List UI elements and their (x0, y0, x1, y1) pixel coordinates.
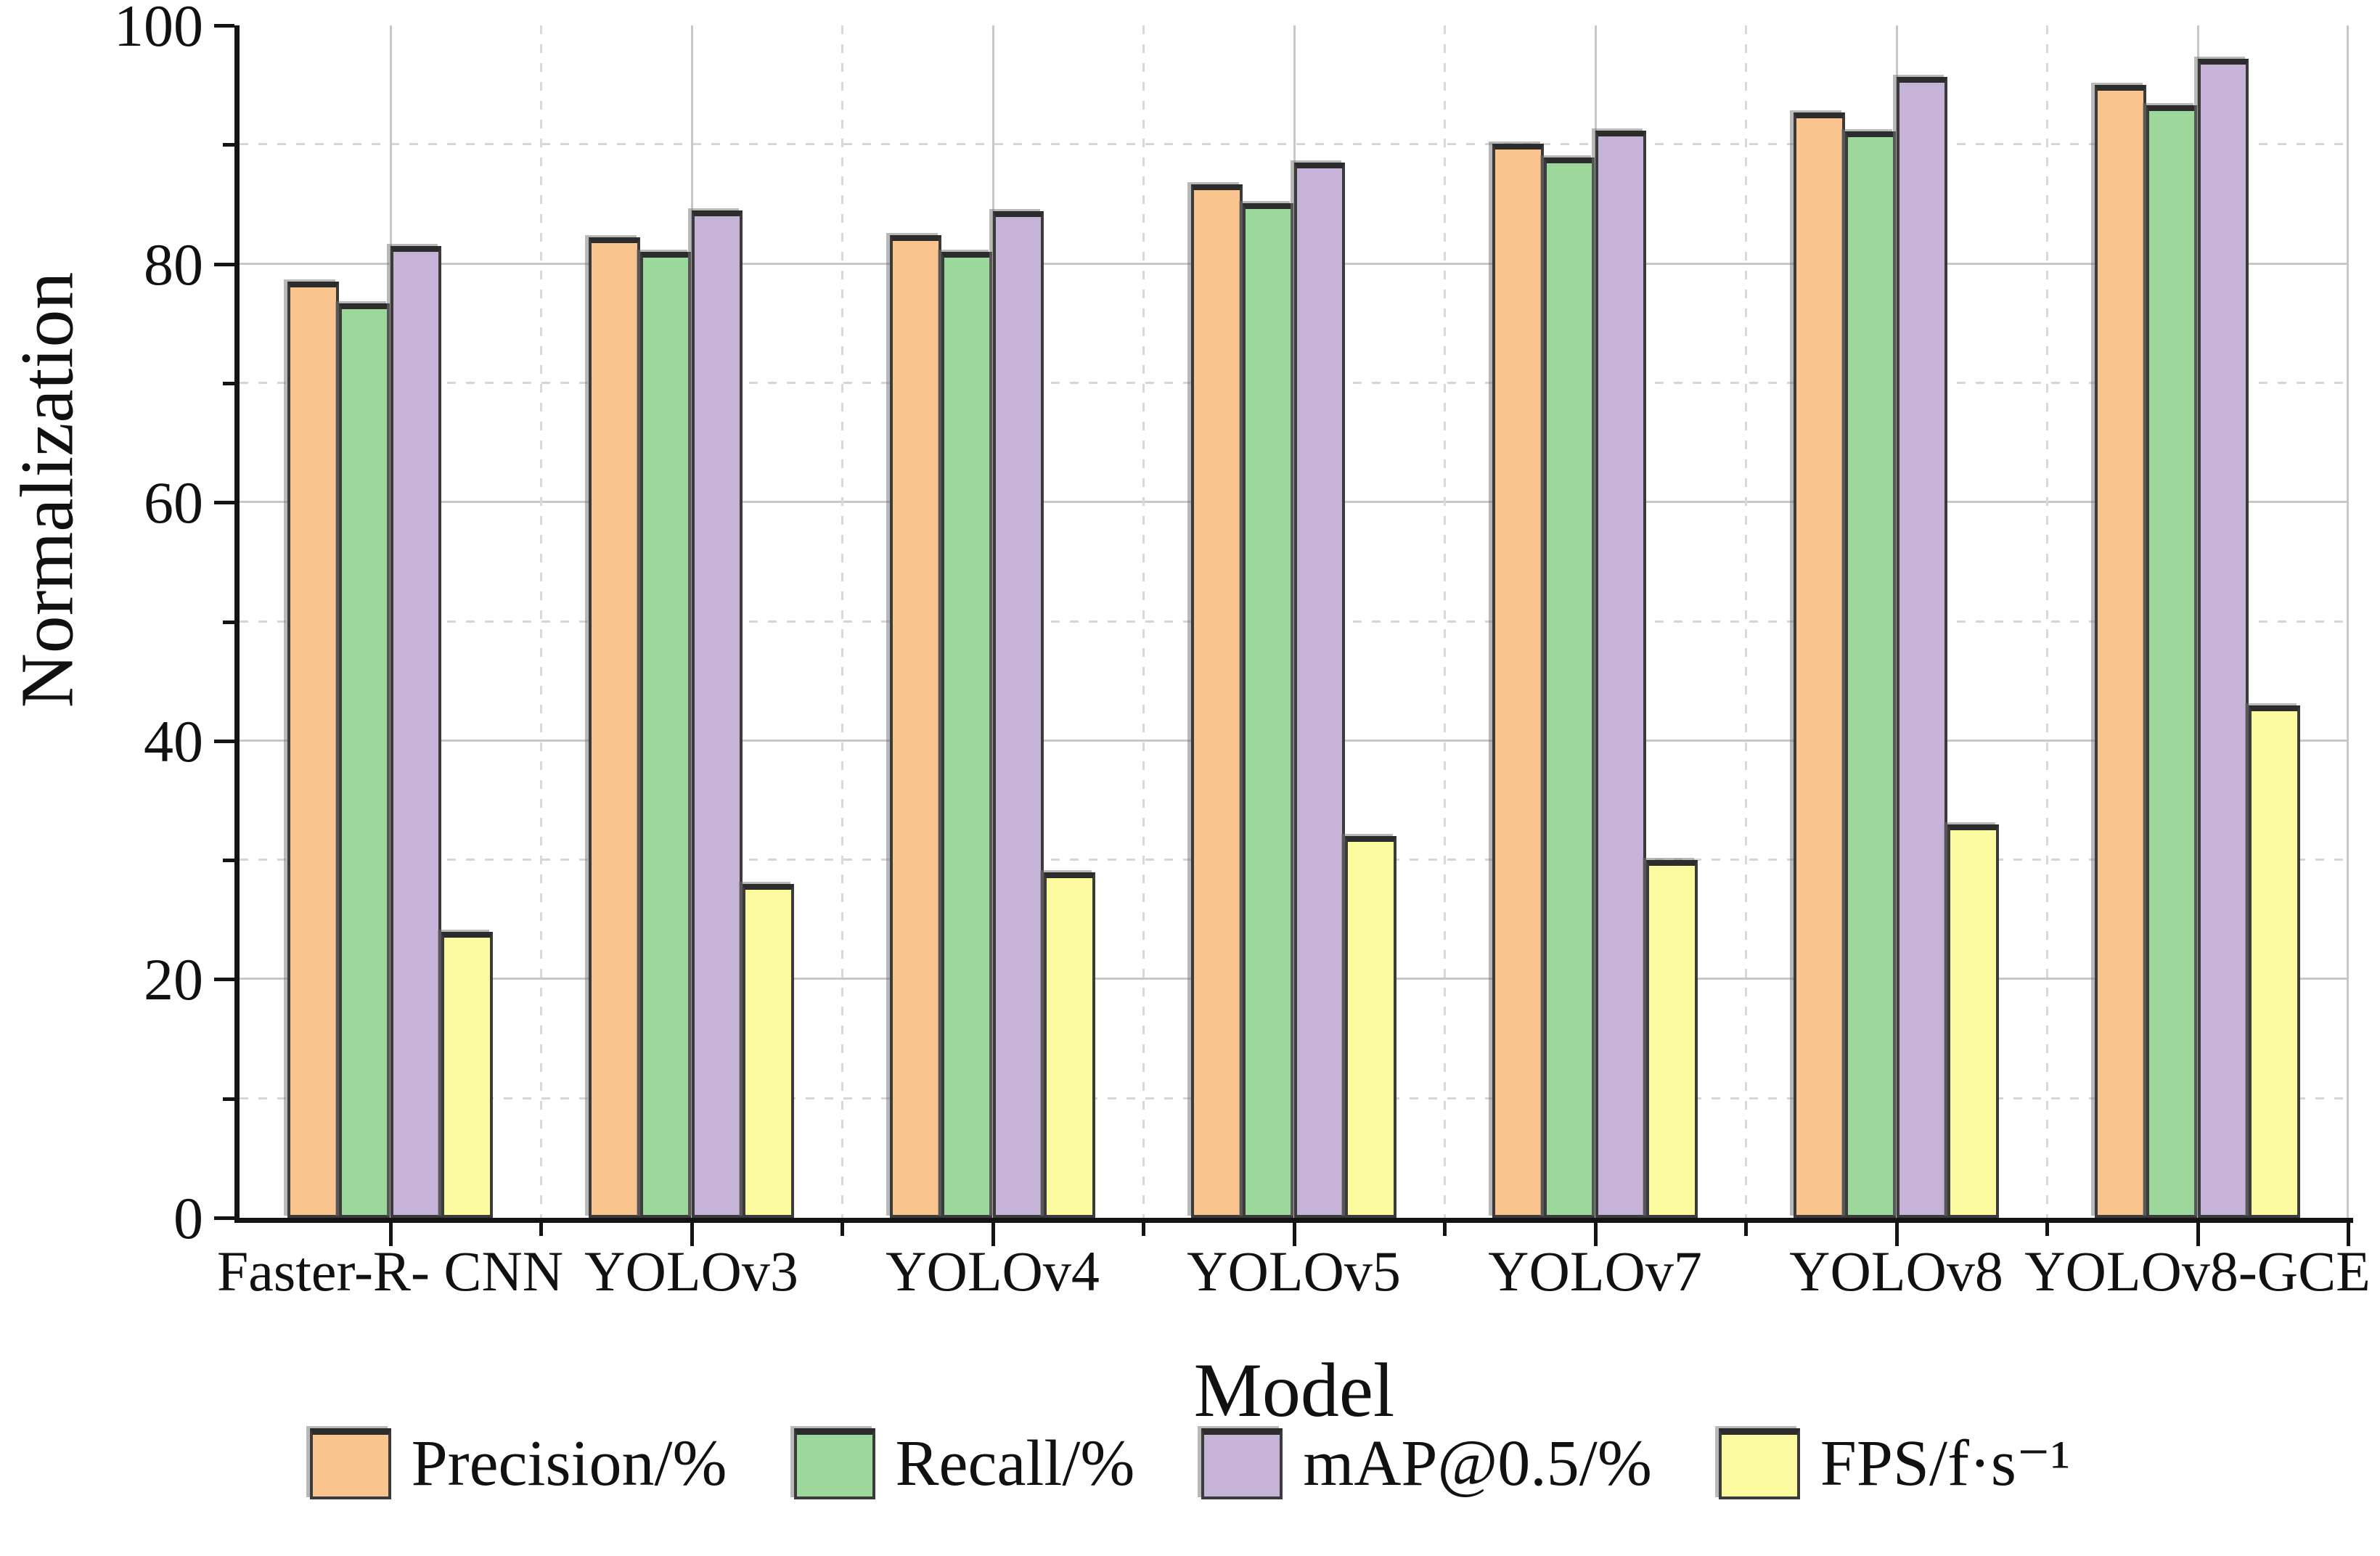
bar-map-0-5-faster-r-cnn (390, 245, 442, 1218)
y-axis-minor-tick (223, 381, 234, 385)
x-axis-major-tick (388, 1223, 393, 1246)
x-axis-major-tick (1292, 1223, 1296, 1246)
bar-precision-yolov8 (1794, 112, 1845, 1218)
y-tick-label: 100 (114, 0, 203, 59)
legend: Precision/% Recall/% mAP@0.5/% FPS/f·s⁻¹ (0, 1428, 2380, 1499)
x-axis-major-tick (1593, 1223, 1598, 1246)
x-axis-major-tick (2196, 1223, 2200, 1246)
bar-precision-yolov8-gce (2095, 85, 2146, 1218)
category-label: YOLOv8 (1789, 1240, 2003, 1303)
x-axis-minor-tick (841, 1223, 844, 1236)
x-axis-major-tick (690, 1223, 694, 1246)
y-axis-line (234, 25, 240, 1223)
gridline-v-boundary (1142, 25, 1145, 1218)
gridline-v-right-edge (2347, 25, 2349, 1218)
bar-map-0-5-yolov5 (1293, 162, 1346, 1218)
bar-recall-yolov8-gce (2146, 105, 2198, 1218)
y-axis-minor-tick (223, 1097, 234, 1101)
legend-item-precision: Precision/% (309, 1428, 727, 1499)
legend-swatch-map-0-5 (1201, 1428, 1283, 1499)
x-axis-line (234, 1218, 2353, 1223)
bar-recall-faster-r-cnn (338, 303, 390, 1218)
bar-fps-yolov8-gce (2249, 705, 2300, 1218)
legend-label: FPS/f·s⁻¹ (1820, 1428, 2071, 1499)
category-label: YOLOv5 (1187, 1240, 1401, 1303)
y-axis-major-tick (214, 262, 234, 266)
bar-precision-yolov4 (890, 235, 941, 1218)
y-axis-major-tick (214, 1216, 234, 1220)
x-axis-minor-tick (2045, 1223, 2049, 1236)
y-tick-label: 20 (144, 946, 203, 1013)
y-axis-major-tick (214, 24, 234, 28)
gridline-v-boundary (1444, 25, 1446, 1218)
bar-recall-yolov4 (941, 252, 993, 1218)
y-tick-label: 60 (144, 470, 203, 536)
y-tick-label: 80 (144, 231, 203, 298)
plot-area: 0 20 40 60 80 100 Faster-R- CNN YOLOv3 YOLOv4 YOL… (114, 0, 2371, 1303)
y-axis-minor-tick (223, 620, 234, 624)
legend-item-recall: Recall/% (793, 1428, 1135, 1499)
x-axis-minor-tick (2347, 1223, 2350, 1246)
legend-item-fps: FPS/f·s⁻¹ (1718, 1428, 2071, 1499)
legend-swatch-recall (793, 1428, 875, 1499)
gridline-v-boundary (540, 25, 542, 1218)
bar-precision-faster-r-cnn (287, 282, 339, 1218)
category-label: YOLOv4 (886, 1240, 1100, 1303)
bar-precision-yolov7 (1492, 143, 1544, 1218)
y-tick-label: 40 (144, 708, 203, 774)
legend-item-map-0-5: mAP@0.5/% (1201, 1428, 1652, 1499)
y-axis-major-tick (214, 978, 234, 982)
x-axis-minor-tick (1443, 1223, 1447, 1236)
bar-precision-yolov3 (589, 237, 640, 1218)
legend-label: Recall/% (895, 1428, 1135, 1499)
bar-fps-yolov5 (1345, 836, 1396, 1218)
bar-fps-yolov3 (743, 883, 794, 1218)
x-axis-minor-tick (1744, 1223, 1748, 1236)
bar-precision-yolov5 (1191, 184, 1243, 1218)
y-tick-label: 0 (173, 1185, 203, 1251)
bar-fps-yolov4 (1044, 872, 1095, 1218)
category-label: YOLOv8-GCE (2024, 1240, 2371, 1303)
bar-fps-yolov7 (1646, 860, 1698, 1218)
y-axis-minor-tick (223, 859, 234, 863)
bar-map-0-5-yolov3 (691, 210, 743, 1218)
bar-map-0-5-yolov7 (1595, 130, 1647, 1218)
x-axis-major-tick (1894, 1223, 1899, 1246)
bar-recall-yolov7 (1543, 157, 1595, 1218)
legend-swatch-precision (309, 1428, 391, 1499)
x-axis-minor-tick (539, 1223, 543, 1236)
y-axis-major-tick (214, 739, 234, 743)
bar-fps-yolov8 (1947, 824, 1999, 1218)
bar-fps-faster-r-cnn (441, 931, 493, 1218)
bar-map-0-5-yolov8-gce (2197, 59, 2249, 1218)
legend-label: mAP@0.5/% (1303, 1428, 1652, 1499)
category-label: YOLOv7 (1488, 1240, 1702, 1303)
x-axis-minor-tick (1142, 1223, 1145, 1236)
y-axis-major-tick (214, 501, 234, 505)
bar-recall-yolov8 (1844, 131, 1897, 1218)
y-axis-minor-tick (223, 143, 234, 147)
legend-swatch-fps (1718, 1428, 1800, 1499)
gridline-v-boundary (1745, 25, 1747, 1218)
gridline-v-boundary (2046, 25, 2048, 1218)
bar-map-0-5-yolov4 (992, 211, 1044, 1218)
legend-label: Precision/% (411, 1428, 727, 1499)
bar-recall-yolov5 (1242, 202, 1294, 1218)
bar-map-0-5-yolov8 (1896, 76, 1948, 1218)
gridline-v-boundary (841, 25, 843, 1218)
x-axis-major-tick (991, 1223, 995, 1246)
category-label: Faster-R- CNN (216, 1240, 564, 1303)
bar-recall-yolov3 (639, 252, 692, 1218)
category-label: YOLOv3 (584, 1240, 798, 1303)
x-axis-title: Model (1193, 1348, 1395, 1433)
